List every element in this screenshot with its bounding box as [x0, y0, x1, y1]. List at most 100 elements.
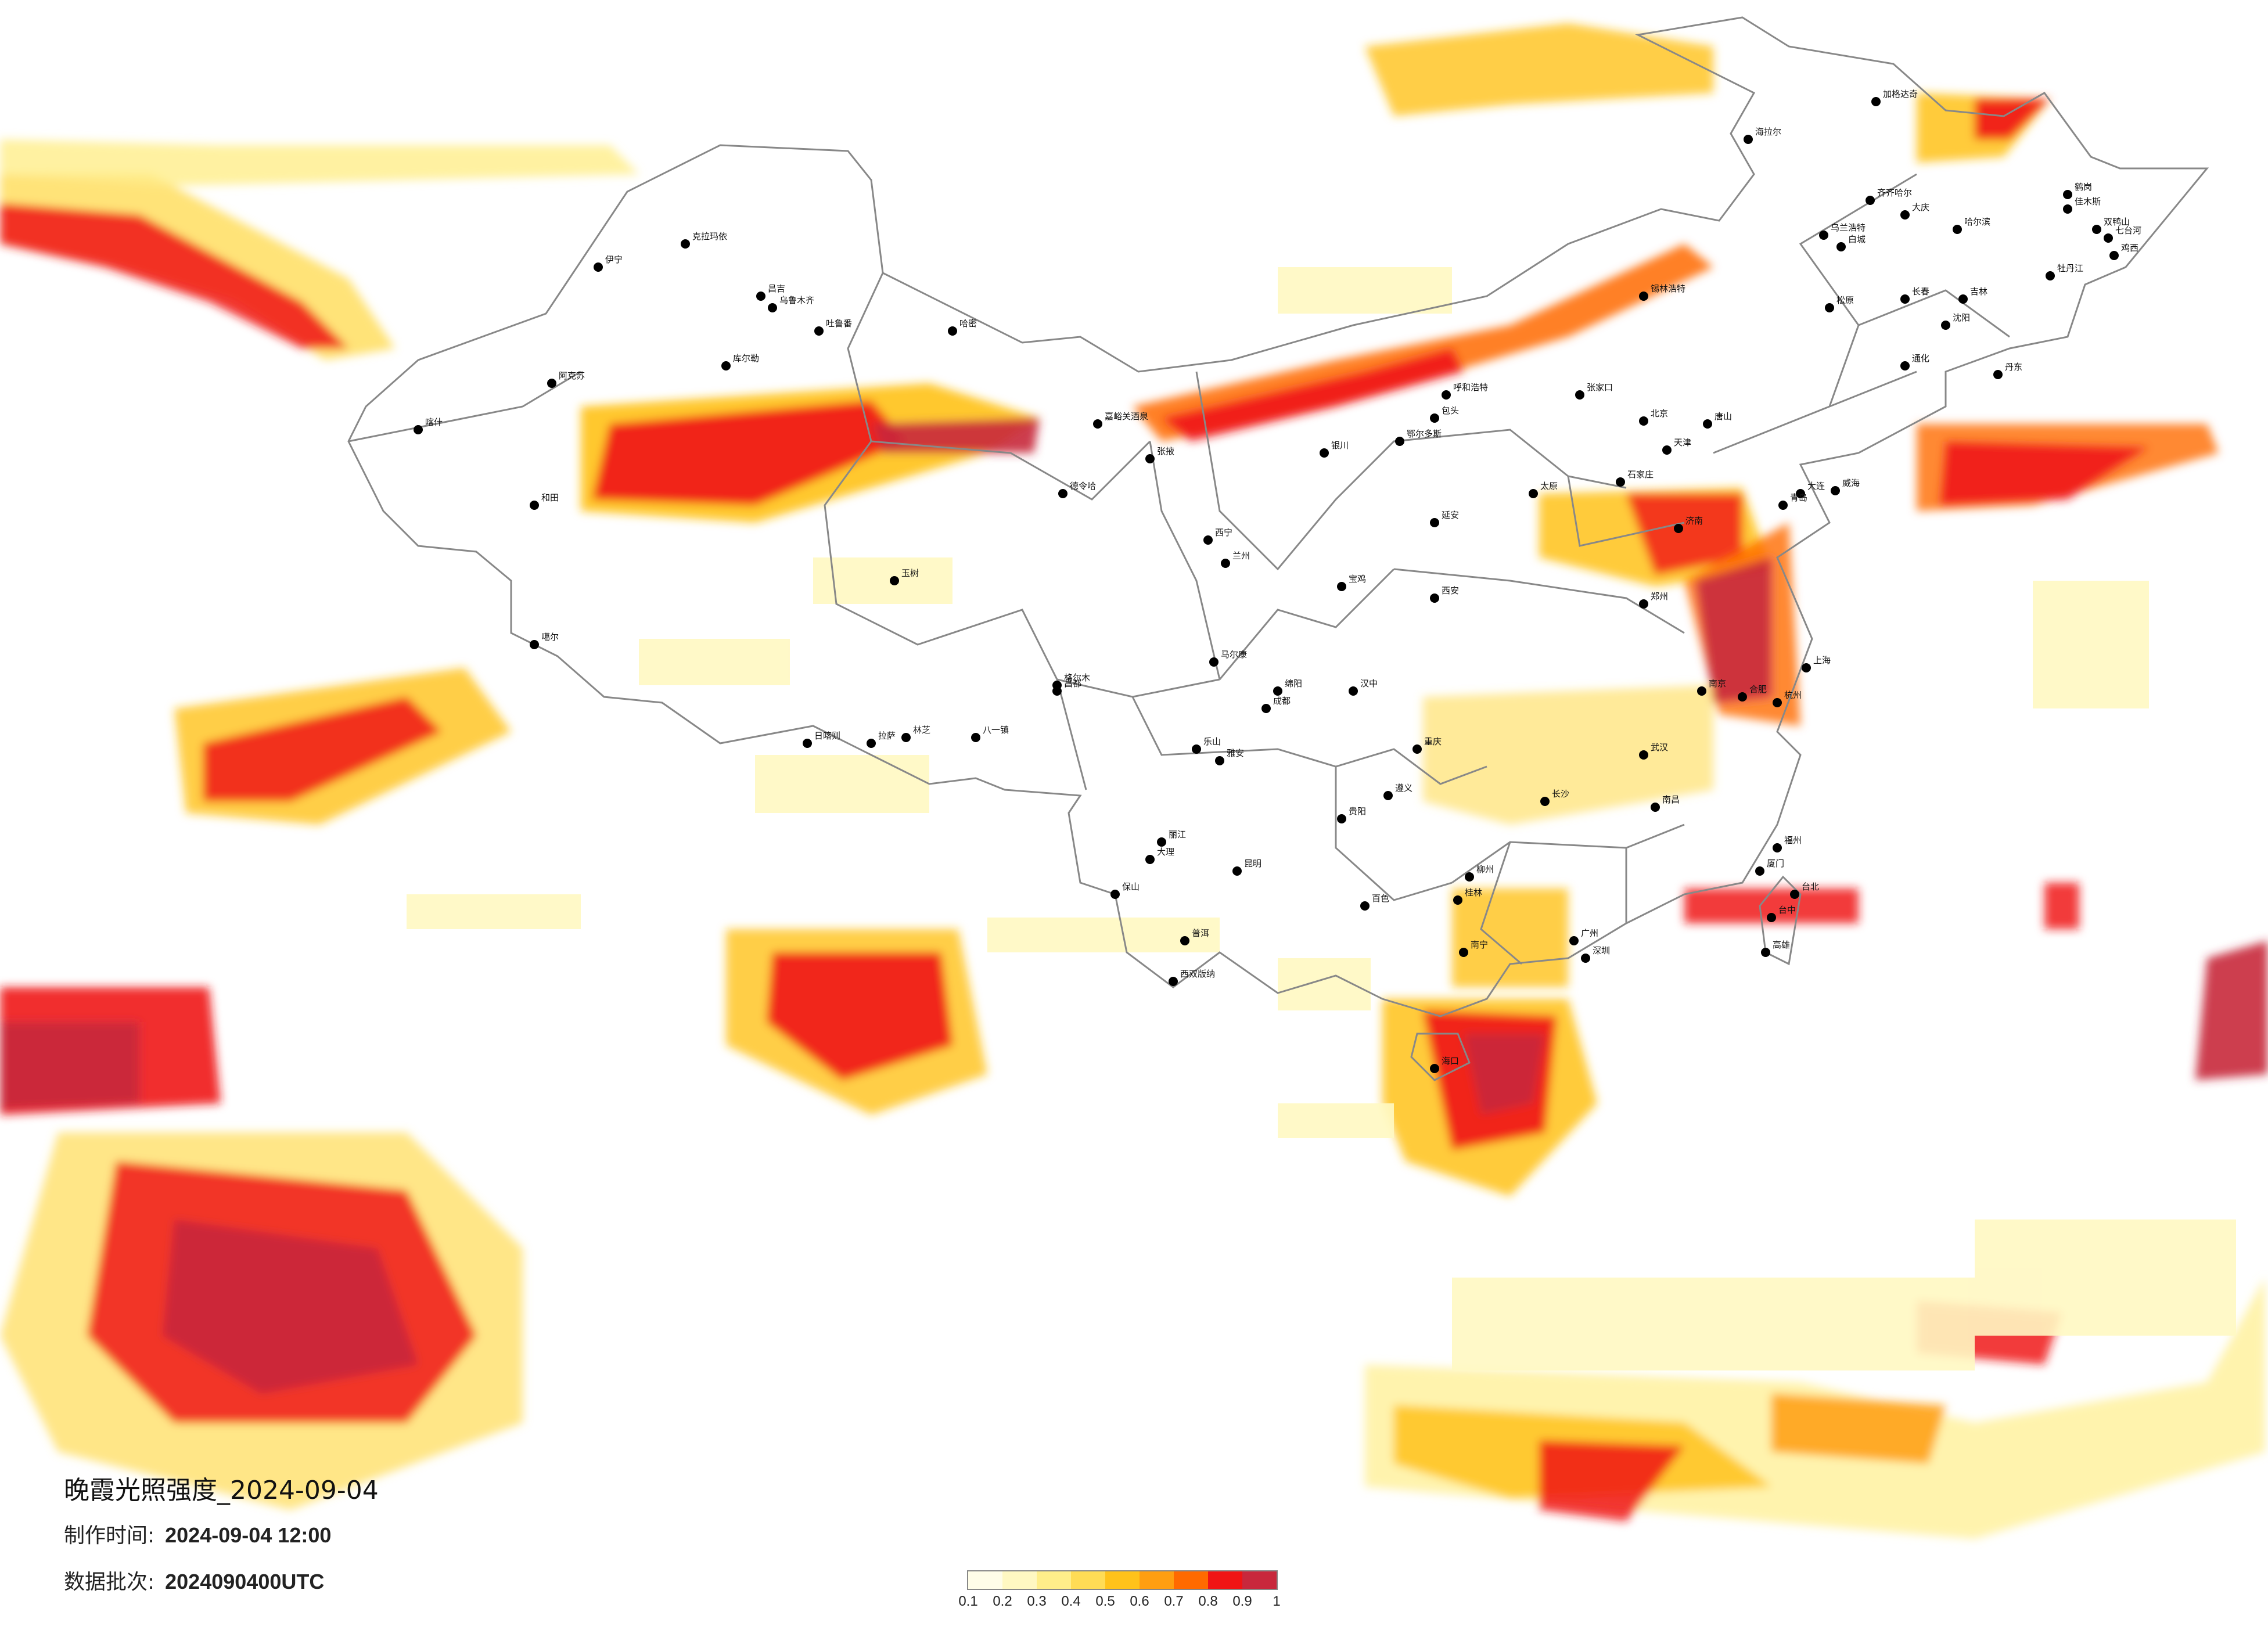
legend-tick-label: 0.3 — [1027, 1593, 1047, 1609]
city-label: 遵义 — [1395, 783, 1412, 793]
city-label: 桂林 — [1465, 887, 1482, 898]
city-label: 丹东 — [2005, 362, 2022, 372]
city-label: 和田 — [541, 492, 559, 503]
city-label: 昆明 — [1244, 858, 1261, 869]
city-label: 唐山 — [1715, 411, 1732, 422]
city-label: 绵阳 — [1285, 678, 1302, 689]
city-label: 长春 — [1912, 286, 1929, 297]
city-label: 海口 — [1442, 1056, 1459, 1066]
legend-swatch — [1071, 1571, 1105, 1589]
city-dot — [1058, 489, 1067, 498]
city-label: 广州 — [1581, 928, 1598, 938]
city-dot — [1616, 477, 1625, 487]
city-label: 乐山 — [1203, 736, 1221, 747]
city-dot — [1349, 686, 1358, 696]
city-label: 嘉峪关酒泉 — [1105, 411, 1148, 422]
batch-value: 2024090400UTC — [165, 1570, 325, 1593]
city-dot — [803, 739, 812, 748]
legend-tick-label: 0.7 — [1164, 1593, 1184, 1609]
city-dot — [1953, 225, 1962, 234]
city-dot — [1430, 518, 1439, 527]
city-label: 牡丹江 — [2057, 263, 2083, 274]
country-province-borders — [347, 16, 2209, 1081]
city-dot — [1337, 582, 1346, 591]
city-dot — [1662, 445, 1672, 455]
city-label: 高雄 — [1773, 940, 1790, 950]
city-label: 南京 — [1709, 678, 1726, 689]
city-dot — [1395, 437, 1404, 446]
city-label: 长沙 — [1552, 789, 1569, 799]
city-label: 鄂尔多斯 — [1407, 429, 1442, 439]
city-label: 阿克苏 — [559, 370, 585, 381]
city-dot — [901, 733, 911, 742]
glow-intensity-field — [0, 23, 2268, 1539]
city-dot — [1755, 866, 1764, 876]
city-label: 七台河 — [2115, 225, 2141, 236]
city-dot — [1796, 489, 1805, 498]
city-dot — [1430, 593, 1439, 603]
city-dot — [530, 640, 539, 649]
city-label: 郑州 — [1651, 591, 1668, 602]
city-dot — [814, 326, 824, 336]
city-label: 汉中 — [1360, 678, 1378, 689]
city-label: 保山 — [1122, 882, 1140, 892]
city-dot — [1232, 866, 1242, 876]
city-dot — [1639, 599, 1648, 609]
city-dot — [1773, 843, 1782, 852]
city-label: 济南 — [1685, 516, 1703, 526]
city-dot — [1180, 936, 1189, 945]
city-dot — [1529, 489, 1538, 498]
legend-tick-label: 0.4 — [1061, 1593, 1081, 1609]
city-dot — [1261, 704, 1271, 713]
legend-tick-label: 0.6 — [1130, 1593, 1149, 1609]
city-label: 喀什 — [425, 417, 443, 427]
city-label: 台中 — [1778, 905, 1796, 915]
city-dot — [1941, 321, 1950, 330]
made-time-label: 制作时间: — [64, 1524, 155, 1548]
city-dot — [1337, 814, 1346, 823]
city-label: 噶尔 — [541, 632, 559, 642]
legend-tick-label: 1 — [1273, 1593, 1281, 1609]
city-label: 日喀则 — [814, 731, 840, 741]
city-dot — [1203, 535, 1213, 545]
city-label: 西宁 — [1215, 527, 1232, 538]
city-dot — [1540, 797, 1550, 806]
city-label: 乌鲁木齐 — [779, 295, 814, 305]
city-label: 松原 — [1836, 295, 1854, 305]
city-label: 天津 — [1674, 437, 1691, 448]
city-dot — [1761, 948, 1770, 957]
city-label: 乌兰浩特 — [1831, 222, 1866, 233]
city-label: 南昌 — [1662, 794, 1680, 805]
city-label: 合肥 — [1749, 684, 1767, 695]
legend-swatch — [1105, 1571, 1140, 1589]
city-dot — [867, 739, 876, 748]
city-dot — [1831, 486, 1840, 495]
city-label: 厦门 — [1767, 858, 1784, 869]
city-label: 石家庄 — [1627, 469, 1654, 480]
city-dot — [1192, 744, 1201, 754]
city-label: 普洱 — [1192, 928, 1209, 938]
city-dot — [1412, 744, 1422, 754]
city-label: 威海 — [1842, 478, 1860, 488]
city-label: 玉树 — [901, 568, 919, 578]
city-label: 哈尔滨 — [1964, 217, 1990, 227]
legend-tick-label: 0.5 — [1095, 1593, 1115, 1609]
city-dot — [2092, 225, 2101, 234]
city-label: 台北 — [1802, 882, 1819, 892]
city-dot — [594, 262, 603, 272]
city-label: 银川 — [1331, 440, 1349, 451]
city-dot — [721, 361, 731, 370]
city-dot — [1169, 977, 1178, 986]
city-dot — [1993, 370, 2003, 379]
city-label: 八一镇 — [983, 725, 1009, 735]
city-dot — [756, 292, 765, 301]
city-dot — [1697, 686, 1706, 696]
city-label: 哈密 — [959, 318, 977, 329]
city-dot — [1221, 559, 1230, 568]
city-dot — [2063, 190, 2072, 199]
city-dot — [1866, 196, 1875, 205]
city-label: 丽江 — [1169, 829, 1186, 840]
city-label: 成都 — [1273, 696, 1291, 706]
